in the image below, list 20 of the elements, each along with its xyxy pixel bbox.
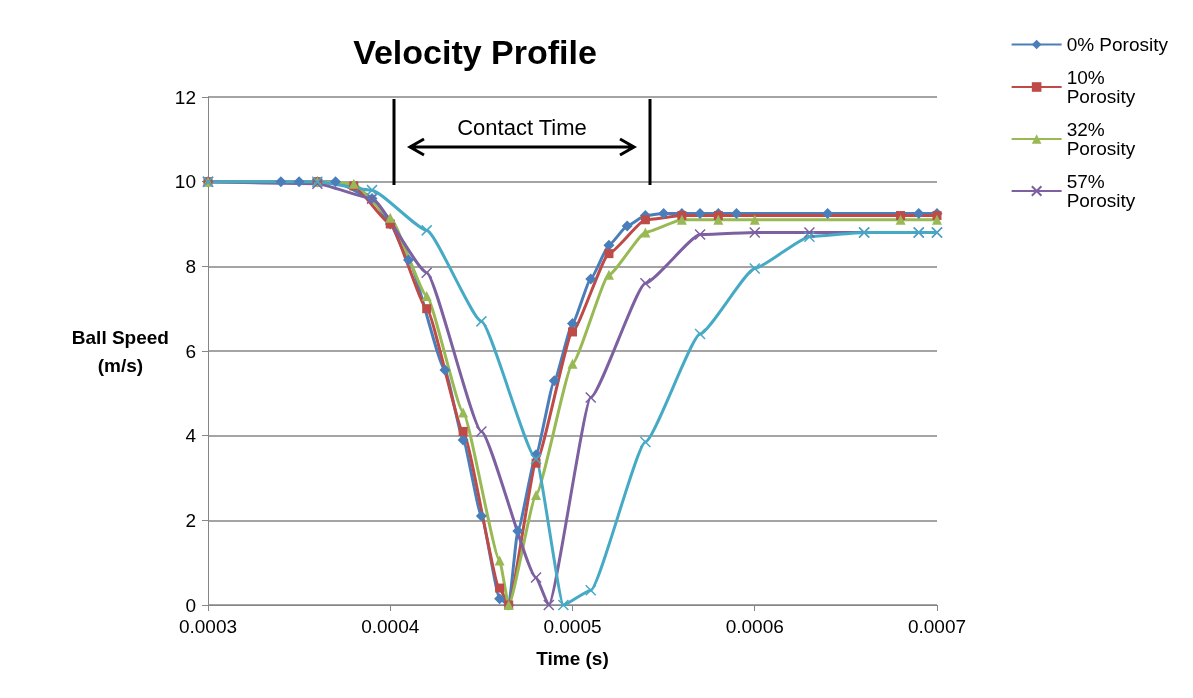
y-tick-label: 4 [185,425,197,447]
y-tick-label: 2 [185,509,196,531]
x-tick-label: 0.0007 [907,616,967,637]
y-tick-label: 10 [174,171,196,193]
y-tick-label: 8 [185,255,196,277]
x-tick-label: 0.0005 [543,616,602,637]
y-tick-label: 6 [185,340,196,362]
chart-title: Velocity Profile [353,33,597,71]
x-tick-label: 0.0003 [178,616,238,637]
annotation: Contact Time [457,114,587,140]
y-axis-title: Ball Speed (m/s) [71,326,169,376]
legend-label: 0% Porosity [1066,34,1169,55]
y-tick-label: 0 [185,594,196,616]
x-tick-label: 0.0006 [725,616,784,637]
legend-label: 32% Porosity [1066,119,1136,159]
y-tick-label: 12 [174,86,196,108]
legend-label: 57% Porosity [1066,171,1136,211]
legend-label: 10% Porosity [1066,67,1136,107]
x-axis-title: Time (s) [536,648,609,669]
x-tick-label: 0.0004 [361,616,420,637]
